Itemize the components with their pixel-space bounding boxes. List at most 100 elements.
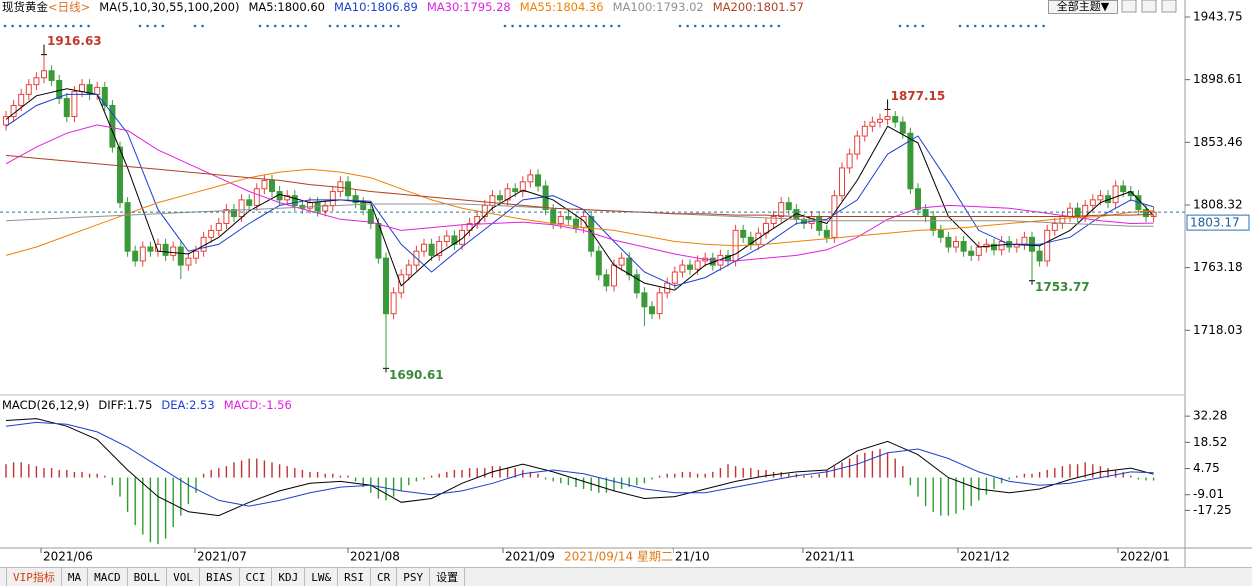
marker-dot: [996, 24, 1000, 28]
candle-body: [1051, 222, 1058, 231]
candle-body: [79, 84, 85, 93]
candle-body: [1036, 250, 1043, 262]
x-tick-label: 2021/09: [505, 550, 555, 564]
y-tick-label: -17.25: [1193, 503, 1232, 517]
candle-body: [63, 98, 70, 118]
indicator-tab[interactable]: RSI: [338, 568, 371, 586]
candle-body: [930, 216, 937, 231]
candle-body: [915, 188, 921, 211]
indicator-tab[interactable]: PSY: [397, 568, 431, 586]
last-price-label: 1803.17: [1190, 216, 1240, 230]
candle-body: [1044, 229, 1051, 262]
candle-body: [573, 218, 579, 229]
indicator-tab[interactable]: MACD: [88, 568, 128, 586]
candle-body: [816, 216, 823, 231]
candle-body: [101, 86, 108, 106]
candle-body: [998, 240, 1005, 251]
candle-body: [671, 271, 678, 284]
candle-body: [489, 195, 496, 206]
crosshair-date-box: [561, 549, 673, 565]
candle-body: [641, 292, 648, 308]
candle-body: [519, 181, 526, 193]
ma-legend: MA30:1795.28: [426, 0, 511, 14]
marker-dot: [777, 24, 781, 28]
indicator-tab[interactable]: VIP指标: [6, 568, 62, 586]
macd-legend: DIFF:1.75: [98, 398, 153, 412]
indicator-tab[interactable]: 设置: [430, 568, 466, 586]
marker-dot: [556, 24, 560, 28]
candle-body: [595, 250, 602, 276]
candle-body: [899, 121, 906, 134]
candle-body: [649, 306, 655, 315]
candle-body: [117, 146, 123, 204]
main-header: 现货黄金<日线> MA(5,10,30,55,100,200) MA5:1800.6…: [2, 0, 813, 14]
candle-body: [656, 292, 663, 315]
x-tick-label: 2021/12: [960, 550, 1010, 564]
y-tick-label: 4.75: [1193, 461, 1220, 475]
ma-line: [5, 168, 1154, 256]
marker-dot: [296, 24, 300, 28]
marker-dot: [381, 24, 385, 28]
marker-dot: [610, 24, 613, 28]
candle-body: [580, 216, 587, 229]
marker-dot: [754, 24, 758, 28]
marker-dot: [898, 24, 902, 28]
marker-dot: [958, 24, 962, 28]
candle-body: [48, 70, 55, 81]
candle-body: [633, 274, 640, 294]
period: <日线>: [48, 0, 91, 14]
candle-body: [861, 125, 868, 137]
y-tick-label: 1808.32: [1193, 197, 1243, 211]
y-tick-label: 18.52: [1193, 435, 1227, 449]
marker-dot: [518, 24, 522, 28]
indicator-tab[interactable]: BIAS: [200, 568, 240, 586]
marker-dot: [1004, 24, 1007, 28]
indicator-tab[interactable]: LW&: [305, 568, 339, 586]
candle-body: [124, 202, 131, 252]
marker-dot: [966, 24, 969, 28]
candle-body: [953, 240, 959, 248]
candle-body: [565, 216, 572, 220]
candle-body: [33, 77, 40, 86]
candle-body: [253, 188, 260, 206]
indicator: MA(5,10,30,55,100,200): [99, 0, 240, 14]
indicator-tab[interactable]: CR: [371, 568, 398, 586]
y-tick-label: 1898.61: [1193, 72, 1243, 86]
marker-dot: [526, 24, 530, 28]
candle-body: [968, 250, 975, 256]
indicator-tab[interactable]: MA: [62, 568, 89, 586]
macd-line: [5, 421, 1154, 507]
indicator-tab[interactable]: VOL: [167, 568, 200, 586]
marker-dot: [973, 24, 977, 28]
marker-dot: [374, 24, 377, 28]
candle-body: [922, 209, 929, 218]
marker-dot: [3, 24, 7, 28]
candle-body: [360, 202, 367, 211]
candle-body: [945, 236, 952, 248]
marker-dot: [72, 24, 75, 28]
candle-body: [170, 246, 177, 256]
ma-legend: MA5:1800.60: [248, 0, 325, 14]
candle-body: [839, 167, 845, 197]
indicator-tab[interactable]: KDJ: [272, 568, 306, 586]
marker-dot: [762, 24, 765, 28]
candle-body: [246, 199, 253, 206]
indicator-tab[interactable]: BOLL: [128, 568, 168, 586]
y-tick-label: -9.01: [1193, 487, 1224, 501]
candle-body: [284, 195, 291, 201]
marker-dot: [273, 24, 277, 28]
candle-body: [1112, 185, 1119, 204]
candle-body: [443, 235, 450, 242]
candle-body: [740, 229, 747, 238]
ma-legend: MA100:1793.02: [612, 0, 704, 14]
theme-button[interactable]: 全部主题▼: [1048, 0, 1118, 14]
toolbar-icon: [1121, 0, 1137, 13]
indicator-tab[interactable]: CCI: [240, 568, 273, 586]
toolbar-icon: [1141, 0, 1157, 13]
marker-dot: [617, 24, 621, 28]
marker-dot: [193, 24, 197, 28]
candle-body: [25, 84, 32, 95]
marker-dot: [594, 24, 598, 28]
candle-body: [428, 243, 435, 256]
marker-dot: [304, 24, 307, 28]
